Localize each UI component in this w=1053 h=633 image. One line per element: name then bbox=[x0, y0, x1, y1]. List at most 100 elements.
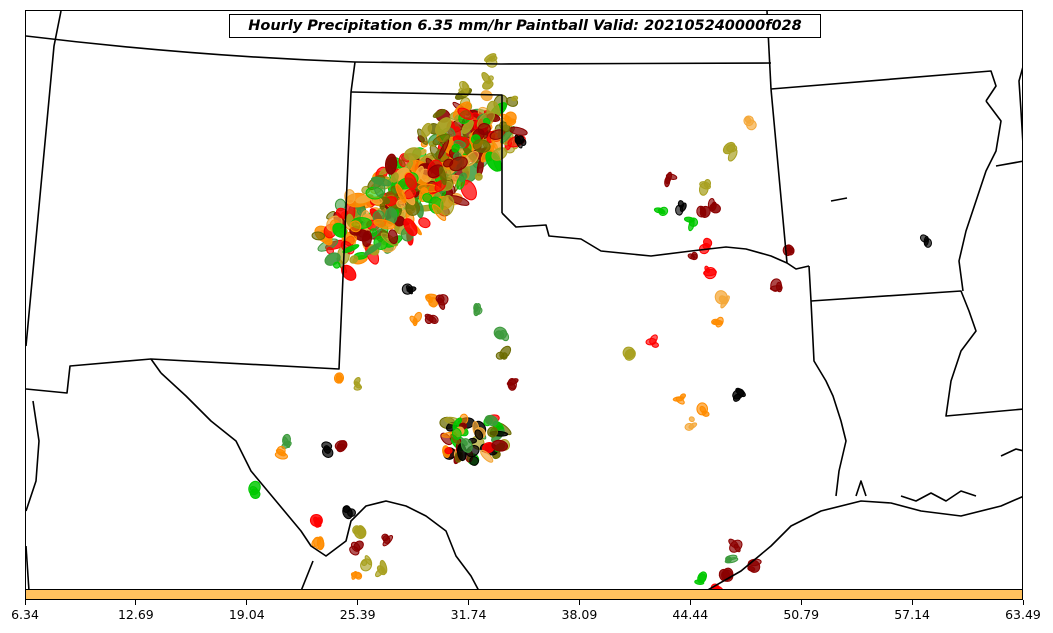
colorbar-tick bbox=[135, 600, 137, 605]
paintball-blob bbox=[451, 143, 460, 153]
border-north-line bbox=[26, 35, 356, 63]
paintball-blob bbox=[688, 416, 695, 423]
paintball-blob bbox=[491, 439, 509, 452]
paintball-blob bbox=[474, 429, 484, 440]
paintball-blob bbox=[472, 139, 491, 153]
paintball-blob bbox=[683, 216, 695, 223]
paintball-blob bbox=[733, 543, 741, 553]
map-panel bbox=[25, 10, 1023, 590]
paintball-blob bbox=[395, 183, 407, 204]
paintball-blob bbox=[440, 194, 455, 216]
paintball-blob bbox=[709, 202, 721, 214]
colorbar-tick-label: 6.34 bbox=[11, 607, 39, 622]
colorbar-tick-label: 31.74 bbox=[450, 607, 487, 622]
border-texas-louisiana bbox=[808, 265, 847, 497]
paintball-blob bbox=[249, 486, 258, 493]
paintball-blob bbox=[514, 135, 525, 145]
colorbar-tick bbox=[24, 600, 26, 605]
colorbar-tick bbox=[800, 600, 802, 605]
paintball-blob bbox=[718, 295, 729, 305]
border-far-west-south bbox=[26, 400, 40, 512]
paintball-blob bbox=[442, 158, 454, 168]
colorbar-tick bbox=[578, 600, 580, 605]
paintball-blob bbox=[364, 555, 373, 566]
paintball-blob bbox=[432, 133, 451, 146]
paintball-blob bbox=[786, 247, 795, 256]
paintball-blob bbox=[350, 571, 362, 579]
paintball-blob bbox=[493, 326, 508, 340]
paintball-blob bbox=[422, 193, 433, 203]
paintball-blob bbox=[696, 402, 709, 416]
paintball-blob bbox=[421, 122, 433, 138]
paintball-blob bbox=[487, 426, 499, 438]
paintball-blob bbox=[657, 208, 666, 215]
paintball-blob bbox=[480, 90, 493, 102]
border-mississippi bbox=[958, 100, 1002, 292]
border-oklahoma-panhandle bbox=[350, 91, 503, 213]
colorbar-tick bbox=[911, 600, 913, 605]
paintball-blob bbox=[699, 206, 707, 217]
colorbar-tick bbox=[689, 600, 691, 605]
colorbar-tick-label: 50.79 bbox=[783, 607, 820, 622]
paintball-blob bbox=[432, 109, 446, 118]
paintball-blob bbox=[624, 348, 636, 361]
paintball-blob bbox=[313, 536, 325, 550]
colorbar-tick-label: 38.09 bbox=[561, 607, 598, 622]
paintball-blob bbox=[347, 508, 356, 518]
paintball-blob bbox=[384, 153, 398, 175]
paintball-blob bbox=[412, 317, 418, 327]
border-inlet bbox=[855, 480, 867, 497]
precipitation-map bbox=[26, 11, 1022, 589]
paintball-blob bbox=[726, 144, 738, 153]
paintball-blob bbox=[469, 456, 480, 466]
paintball-blob bbox=[375, 567, 384, 578]
paintball-blob bbox=[462, 81, 469, 94]
paintball-blob bbox=[342, 244, 360, 254]
paintball-blob bbox=[435, 117, 452, 136]
paintball-blob bbox=[460, 438, 473, 453]
paintball-blob bbox=[684, 422, 695, 431]
colorbar-tick bbox=[246, 600, 248, 605]
colorbar-tick-label: 19.04 bbox=[228, 607, 265, 622]
border-southwest bbox=[26, 358, 152, 394]
paintball-blob bbox=[418, 217, 431, 229]
paintball-blob bbox=[404, 172, 417, 190]
paintball-blob bbox=[449, 156, 468, 172]
map-title: Hourly Precipitation 6.35 mm/hr Paintbal… bbox=[229, 14, 821, 38]
paintball-blob bbox=[349, 255, 359, 264]
paintball-blob bbox=[457, 107, 474, 120]
paintball-blob bbox=[458, 172, 467, 183]
paintball-blob bbox=[477, 122, 491, 136]
paintball-blob bbox=[499, 113, 513, 122]
border-rio-grande bbox=[160, 372, 479, 589]
colorbar-tick bbox=[1022, 600, 1024, 605]
border-kansas-south bbox=[354, 61, 772, 65]
border-red-river bbox=[501, 212, 810, 270]
paintball-blob bbox=[704, 267, 717, 280]
paintball-blob bbox=[675, 396, 685, 405]
colorbar-tick-label: 25.39 bbox=[339, 607, 376, 622]
paintball-blob bbox=[439, 166, 447, 186]
paintball-blob bbox=[645, 338, 657, 346]
colorbar-tick-label: 12.69 bbox=[117, 607, 154, 622]
border-western-state bbox=[26, 11, 62, 347]
paintball-blob bbox=[403, 218, 418, 237]
paintball-blob bbox=[387, 229, 399, 245]
colorbar-tick bbox=[468, 600, 470, 605]
paintball-blob bbox=[361, 560, 368, 566]
colorbar-tick bbox=[357, 600, 359, 605]
paintball-blob bbox=[361, 230, 373, 248]
paintball-blob bbox=[506, 378, 519, 386]
paintball-blob bbox=[334, 440, 348, 451]
paintball-blob bbox=[406, 286, 417, 293]
paintball-layer bbox=[248, 53, 932, 589]
border-lake bbox=[830, 197, 848, 202]
border-new-mexico bbox=[150, 61, 356, 374]
paintball-blob bbox=[353, 540, 364, 551]
paintball-blob bbox=[698, 182, 709, 196]
paintball-blob bbox=[390, 172, 399, 183]
paintball-blob bbox=[452, 427, 462, 440]
colorbar-tick-label: 57.14 bbox=[894, 607, 930, 622]
paintball-blob bbox=[424, 313, 437, 323]
paintball-blob bbox=[333, 261, 341, 269]
